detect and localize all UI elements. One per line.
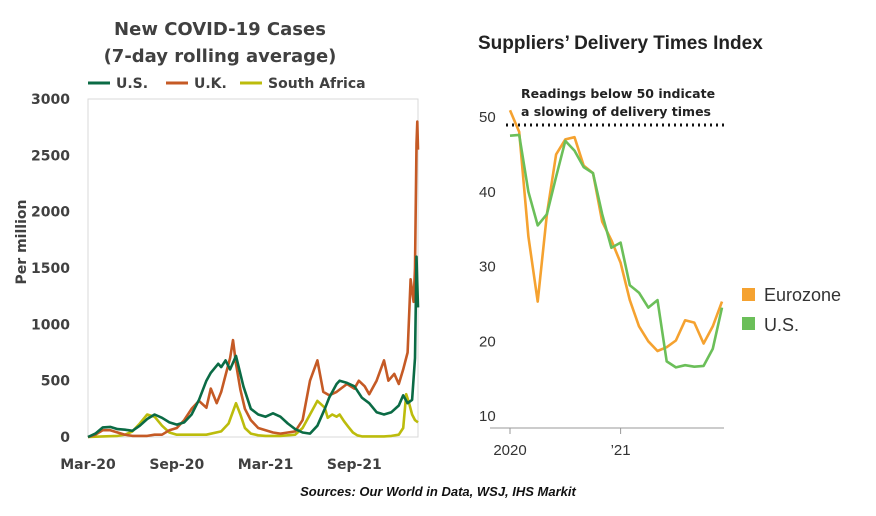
chart2-annotation-line1: Readings below 50 indicate [521, 86, 715, 101]
chart2-y-tick-label: 30 [479, 259, 496, 276]
chart2-x-ticks: 2020 ’21 [493, 428, 631, 459]
chart2-x-tick-label: ’21 [611, 442, 631, 459]
chart1-legend: U.S. U.K. South Africa [88, 76, 366, 92]
chart2-series-line-us-index [509, 133, 724, 369]
chart1-x-tick-label: Mar-20 [60, 457, 116, 473]
chart1-y-tick-label: 0 [60, 430, 70, 446]
legend-us-index-swatch [742, 317, 755, 330]
chart1-x-tick-label: Sep-21 [327, 457, 382, 473]
chart1-series [87, 120, 420, 439]
chart1-y-tick-label: 1500 [31, 261, 70, 277]
chart1-x-ticks: Mar-20 Sep-20 Mar-21 Sep-21 [60, 457, 382, 473]
chart1-y-axis-label: Per million [14, 200, 30, 285]
chart2-series-line-eurozone [508, 109, 724, 353]
source-note: Sources: Our World in Data, WSJ, IHS Mar… [300, 484, 576, 499]
chart1-series-line-uk [87, 120, 420, 439]
legend-us-label: U.S. [116, 76, 148, 92]
legend-eurozone-swatch [742, 288, 755, 301]
legend-us-index-label: U.S. [764, 315, 799, 335]
chart1-y-tick-label: 2000 [31, 205, 70, 221]
chart2-y-tick-label: 40 [479, 184, 496, 201]
chart1-series-line-south-africa [87, 392, 419, 439]
chart2-x-tick-label: 2020 [493, 442, 526, 459]
chart2-annotation-line2: a slowing of delivery times [521, 104, 711, 119]
chart1-y-tick-label: 500 [41, 374, 70, 390]
chart1-y-tick-label: 2500 [31, 148, 70, 164]
chart2-y-tick-label: 20 [479, 333, 496, 350]
chart1-y-tick-label: 1000 [31, 317, 70, 333]
chart1-subtitle: (7-day rolling average) [104, 46, 337, 67]
chart1-title: New COVID-19 Cases [114, 19, 326, 40]
legend-uk-label: U.K. [194, 76, 227, 92]
chart2-y-tick-label: 50 [479, 109, 496, 126]
legend-eurozone-label: Eurozone [764, 285, 841, 305]
chart2-y-tick-label: 10 [479, 408, 496, 425]
chart2-title: Suppliers’ Delivery Times Index [478, 33, 763, 54]
chart2-series [508, 109, 724, 369]
chart1-y-tick-label: 3000 [31, 92, 70, 108]
chart1-x-tick-label: Sep-20 [149, 457, 204, 473]
chart1-y-ticks: 0 500 1000 1500 2000 2500 3000 [31, 92, 70, 446]
chart2-y-ticks: 10 20 30 40 50 [479, 109, 724, 429]
chart2-legend: Eurozone U.S. [742, 285, 841, 335]
chart1-plot-frame [87, 98, 419, 438]
chart1-x-tick-label: Mar-21 [238, 457, 294, 473]
chart1-series-line-us [87, 255, 420, 439]
legend-south-africa-label: South Africa [268, 76, 366, 92]
